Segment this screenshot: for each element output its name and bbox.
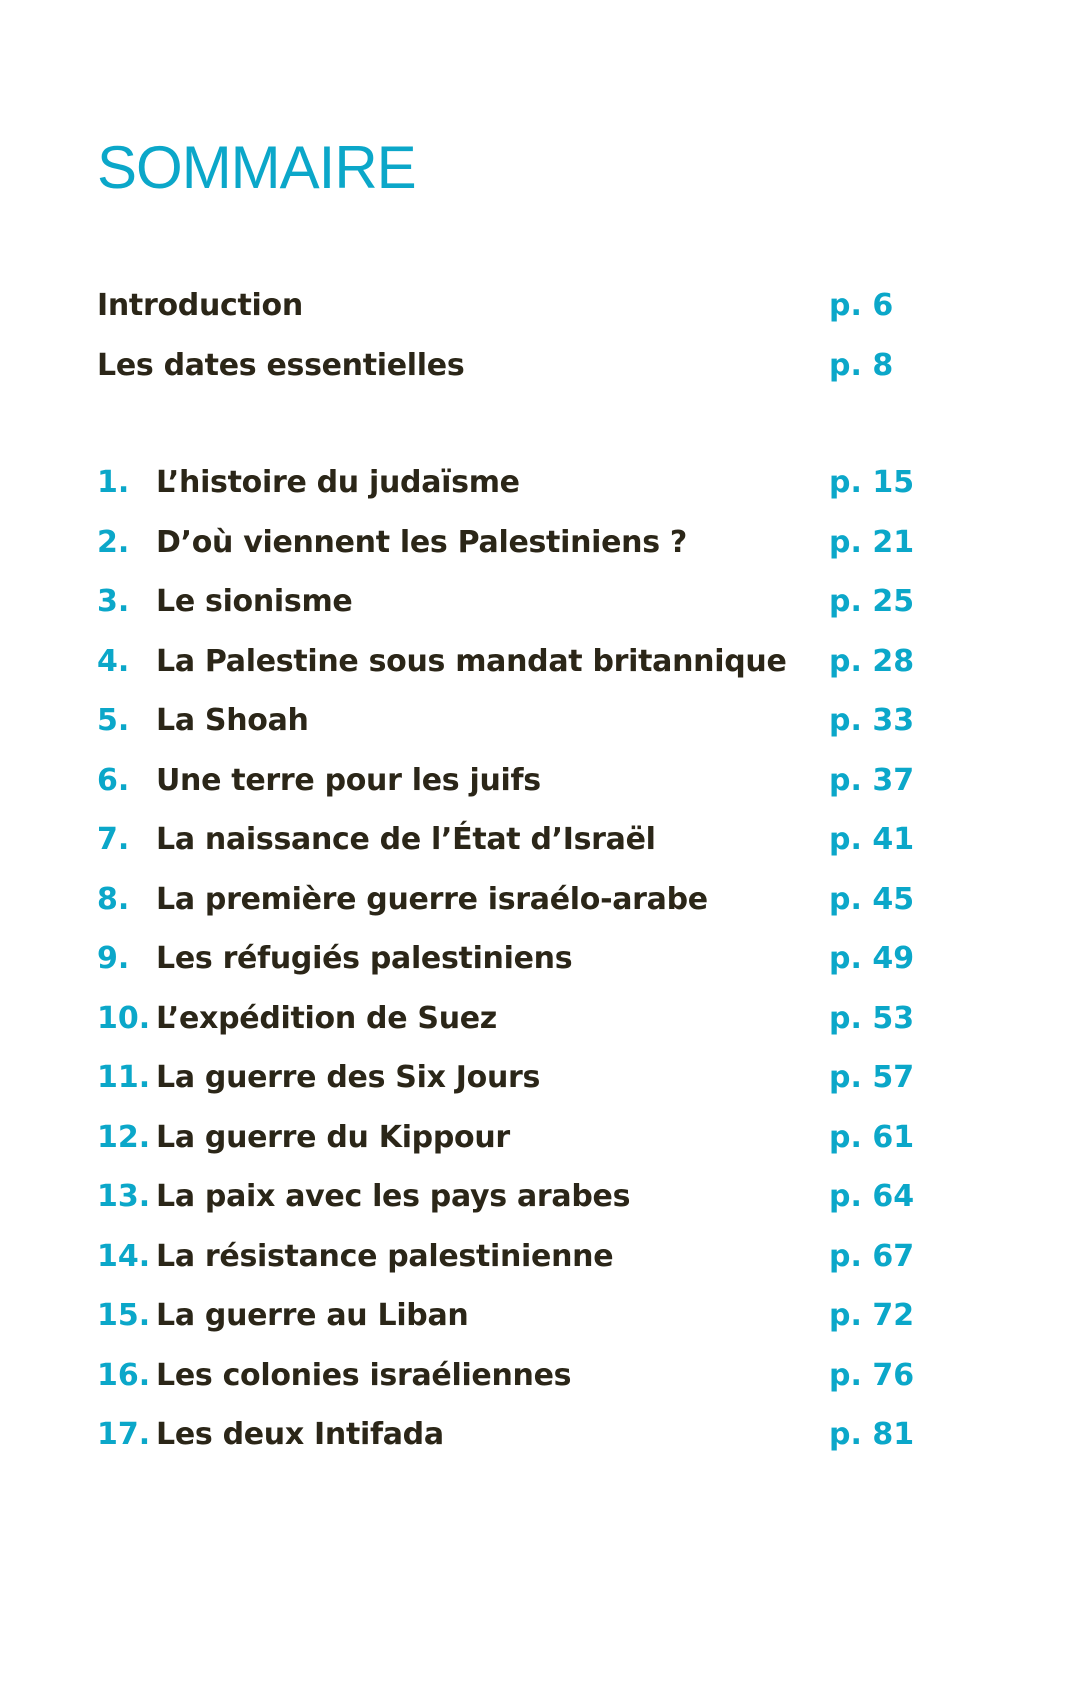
page-number: p. 57 bbox=[829, 1060, 915, 1095]
toc-entry[interactable]: 11. La guerre des Six Jours p. 57 bbox=[0, 1058, 1067, 1098]
chapter-number: 1. bbox=[97, 465, 130, 500]
chapter-number: 10. bbox=[97, 1000, 151, 1036]
page-number: p. 6 bbox=[829, 288, 894, 323]
entry-title: L’histoire du judaïsme bbox=[156, 465, 520, 500]
toc-entry[interactable]: Les dates essentielles p. 8 bbox=[0, 346, 1067, 386]
entry-title: La naissance de l’État d’Israël bbox=[156, 822, 656, 857]
chapter-number: 2. bbox=[97, 524, 130, 560]
toc-entry[interactable]: 6. Une terre pour les juifs p. 37 bbox=[0, 761, 1067, 801]
chapter-number: 16. bbox=[97, 1357, 151, 1393]
page-number: p. 61 bbox=[829, 1119, 915, 1155]
page-number: p. 45 bbox=[829, 881, 915, 917]
toc-entry[interactable]: 5. La Shoah p. 33 bbox=[0, 701, 1067, 741]
chapter-number: 9. bbox=[97, 941, 130, 976]
entry-title: La guerre des Six Jours bbox=[156, 1060, 541, 1095]
entry-title: La guerre au Liban bbox=[156, 1298, 469, 1333]
entry-title: Les colonies israéliennes bbox=[156, 1357, 572, 1393]
page-number: p. 25 bbox=[829, 584, 915, 619]
entry-title: La Palestine sous mandat britannique bbox=[156, 643, 787, 679]
toc-entry[interactable]: 12. La guerre du Kippour p. 61 bbox=[0, 1118, 1067, 1158]
page-number: p. 37 bbox=[829, 762, 915, 798]
entry-title: L’expédition de Suez bbox=[156, 1000, 497, 1036]
page-number: p. 49 bbox=[829, 941, 915, 976]
chapter-number: 13. bbox=[97, 1179, 151, 1214]
toc-entry[interactable]: 17. Les deux Intifada p. 81 bbox=[0, 1415, 1067, 1455]
toc-entry[interactable]: 4. La Palestine sous mandat britannique p.… bbox=[0, 642, 1067, 682]
page-number: p. 8 bbox=[829, 348, 894, 383]
page-number: p. 72 bbox=[829, 1298, 915, 1333]
page-title: SOMMAIRE bbox=[97, 134, 417, 201]
page-number: p. 28 bbox=[829, 643, 915, 679]
chapter-number: 5. bbox=[97, 703, 130, 738]
toc-entry[interactable]: 3. Le sionisme p. 25 bbox=[0, 582, 1067, 622]
chapter-number: 15. bbox=[97, 1298, 151, 1333]
chapter-number: 14. bbox=[97, 1238, 151, 1274]
toc-entry[interactable]: 9. Les réfugiés palestiniens p. 49 bbox=[0, 939, 1067, 979]
entry-title: La paix avec les pays arabes bbox=[156, 1179, 631, 1214]
page-number: p. 41 bbox=[829, 822, 915, 857]
entry-title: La première guerre israélo-arabe bbox=[156, 881, 708, 917]
entry-title: D’où viennent les Palestiniens ? bbox=[156, 524, 688, 560]
chapter-number: 17. bbox=[97, 1417, 151, 1452]
entry-title: Les réfugiés palestiniens bbox=[156, 941, 573, 976]
chapter-number: 6. bbox=[97, 762, 130, 798]
entry-title: Les deux Intifada bbox=[156, 1417, 444, 1452]
toc-entry[interactable]: 16. Les colonies israéliennes p. 76 bbox=[0, 1356, 1067, 1396]
chapter-number: 11. bbox=[97, 1060, 151, 1095]
page-number: p. 76 bbox=[829, 1357, 915, 1393]
page-number: p. 15 bbox=[829, 465, 915, 500]
toc-entry[interactable]: 7. La naissance de l’État d’Israël p. 41 bbox=[0, 820, 1067, 860]
page-number: p. 33 bbox=[829, 703, 915, 738]
toc-entry[interactable]: 13. La paix avec les pays arabes p. 64 bbox=[0, 1177, 1067, 1217]
entry-title: La guerre du Kippour bbox=[156, 1119, 510, 1155]
chapter-number: 7. bbox=[97, 822, 130, 857]
entry-title: La Shoah bbox=[156, 703, 309, 738]
page-number: p. 64 bbox=[829, 1179, 915, 1214]
toc-entry[interactable]: 14. La résistance palestinienne p. 67 bbox=[0, 1237, 1067, 1277]
page-number: p. 81 bbox=[829, 1417, 915, 1452]
toc-entry[interactable]: Introduction p. 6 bbox=[0, 286, 1067, 326]
toc-entry[interactable]: 15. La guerre au Liban p. 72 bbox=[0, 1296, 1067, 1336]
chapter-number: 8. bbox=[97, 881, 130, 917]
entry-title: Les dates essentielles bbox=[97, 348, 465, 383]
page-number: p. 21 bbox=[829, 524, 915, 560]
entry-title: Le sionisme bbox=[156, 584, 353, 619]
chapter-number: 4. bbox=[97, 643, 130, 679]
entry-title: La résistance palestinienne bbox=[156, 1238, 614, 1274]
page-number: p. 53 bbox=[829, 1000, 915, 1036]
entry-title: Une terre pour les juifs bbox=[156, 762, 541, 798]
entry-title: Introduction bbox=[97, 288, 303, 323]
chapter-number: 3. bbox=[97, 584, 130, 619]
toc-entry[interactable]: 10. L’expédition de Suez p. 53 bbox=[0, 999, 1067, 1039]
chapter-number: 12. bbox=[97, 1119, 151, 1155]
toc-entry[interactable]: 1. L’histoire du judaïsme p. 15 bbox=[0, 463, 1067, 503]
toc-entry[interactable]: 8. La première guerre israélo-arabe p. 45 bbox=[0, 880, 1067, 920]
toc-entry[interactable]: 2. D’où viennent les Palestiniens ? p. 21 bbox=[0, 523, 1067, 563]
page-number: p. 67 bbox=[829, 1238, 915, 1274]
